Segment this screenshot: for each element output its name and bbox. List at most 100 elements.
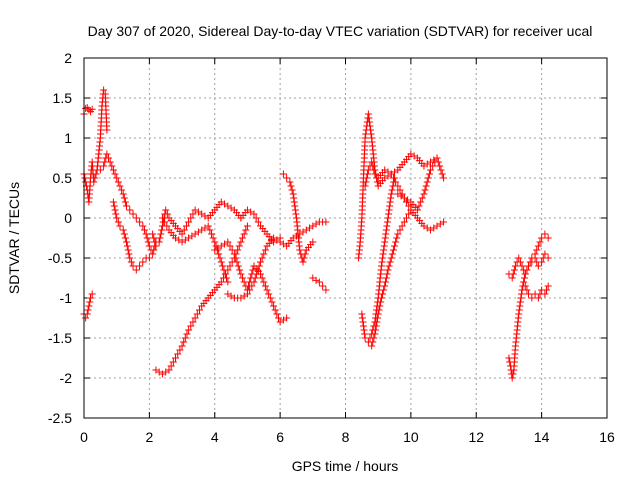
- data-point: [379, 254, 387, 262]
- data-point: [123, 242, 131, 250]
- data-point: [365, 114, 373, 122]
- data-point: [387, 194, 395, 202]
- data-point: [103, 126, 111, 134]
- data-point: [291, 202, 299, 210]
- data-point: [219, 262, 227, 270]
- data-point: [389, 246, 397, 254]
- data-point: [374, 310, 382, 318]
- x-tick-label: 6: [276, 429, 284, 445]
- data-point: [163, 222, 171, 230]
- data-point: [140, 226, 148, 234]
- y-tick-labels: 2 1.5 1 0.5 0 -0.5 -1 -1.5 -2 -2.5: [48, 50, 72, 426]
- data-point: [87, 294, 95, 302]
- data-point: [422, 182, 430, 190]
- data-point: [232, 254, 240, 262]
- data-point: [296, 246, 304, 254]
- data-point: [127, 258, 135, 266]
- data-point: [85, 302, 93, 310]
- data-point: [388, 186, 396, 194]
- data-point: [266, 294, 274, 302]
- data-point: [511, 262, 519, 270]
- data-point: [261, 282, 269, 290]
- data-point: [292, 210, 300, 218]
- data-point: [172, 354, 180, 362]
- data-point: [111, 206, 119, 214]
- data-point: [237, 270, 245, 278]
- series-arc-q: [368, 206, 448, 350]
- data-point: [187, 214, 195, 222]
- data-point: [426, 166, 434, 174]
- data-point: [220, 266, 228, 274]
- y-tick-label: -1.5: [48, 330, 72, 346]
- y-tick-label: 1.5: [53, 90, 73, 106]
- data-point: [157, 230, 165, 238]
- x-tick-label: 14: [534, 429, 550, 445]
- data-point: [510, 266, 518, 274]
- data-point: [544, 282, 552, 290]
- data-point: [209, 234, 217, 242]
- x-tick-label: 4: [211, 429, 219, 445]
- data-point: [421, 186, 429, 194]
- data-point: [180, 338, 188, 346]
- data-point: [437, 166, 445, 174]
- data-point: [158, 226, 166, 234]
- data-point: [516, 298, 524, 306]
- data-point: [161, 218, 169, 226]
- data-point: [110, 202, 118, 210]
- data-point: [438, 170, 446, 178]
- data-point: [523, 286, 531, 294]
- data-point: [541, 290, 549, 298]
- data-point: [377, 262, 385, 270]
- data-point: [243, 222, 251, 230]
- data-point: [268, 298, 276, 306]
- data-point: [112, 210, 120, 218]
- data-point: [88, 105, 96, 113]
- data-point: [289, 190, 297, 198]
- data-point: [152, 242, 160, 250]
- y-tick-label: -2.5: [48, 410, 72, 426]
- data-point: [167, 362, 175, 370]
- data-point: [271, 306, 279, 314]
- data-point: [116, 182, 124, 190]
- data-point: [543, 286, 551, 294]
- data-point: [376, 302, 384, 310]
- data-point: [515, 310, 523, 318]
- data-point: [180, 226, 188, 234]
- data-point: [420, 190, 428, 198]
- data-point: [260, 250, 268, 258]
- data-point: [396, 186, 404, 194]
- data-point: [149, 250, 157, 258]
- data-point: [312, 276, 320, 284]
- data-point: [283, 174, 291, 182]
- data-point: [290, 194, 298, 202]
- data-point: [533, 246, 541, 254]
- data-point: [538, 234, 546, 242]
- data-point: [113, 174, 121, 182]
- data-point: [149, 230, 157, 238]
- x-tick-label: 12: [468, 429, 484, 445]
- data-point: [109, 166, 117, 174]
- data-point: [380, 286, 388, 294]
- data-point: [359, 322, 367, 330]
- data-point: [394, 230, 402, 238]
- data-point: [230, 250, 238, 258]
- data-point: [216, 254, 224, 262]
- data-point: [239, 274, 247, 282]
- data-point: [405, 202, 413, 210]
- plot-frame: [83, 57, 608, 419]
- data-point: [434, 158, 442, 166]
- data-point: [234, 262, 242, 270]
- data-point: [114, 178, 122, 186]
- data-point: [82, 314, 90, 322]
- data-point: [361, 134, 369, 142]
- data-point: [424, 174, 432, 182]
- data-point: [143, 234, 151, 242]
- data-point: [261, 246, 269, 254]
- y-tick-label: 0: [64, 210, 72, 226]
- data-point: [415, 202, 423, 210]
- data-point: [517, 294, 525, 302]
- data-point: [90, 178, 98, 186]
- data-point: [361, 182, 369, 190]
- data-point: [139, 222, 147, 230]
- data-point: [236, 266, 244, 274]
